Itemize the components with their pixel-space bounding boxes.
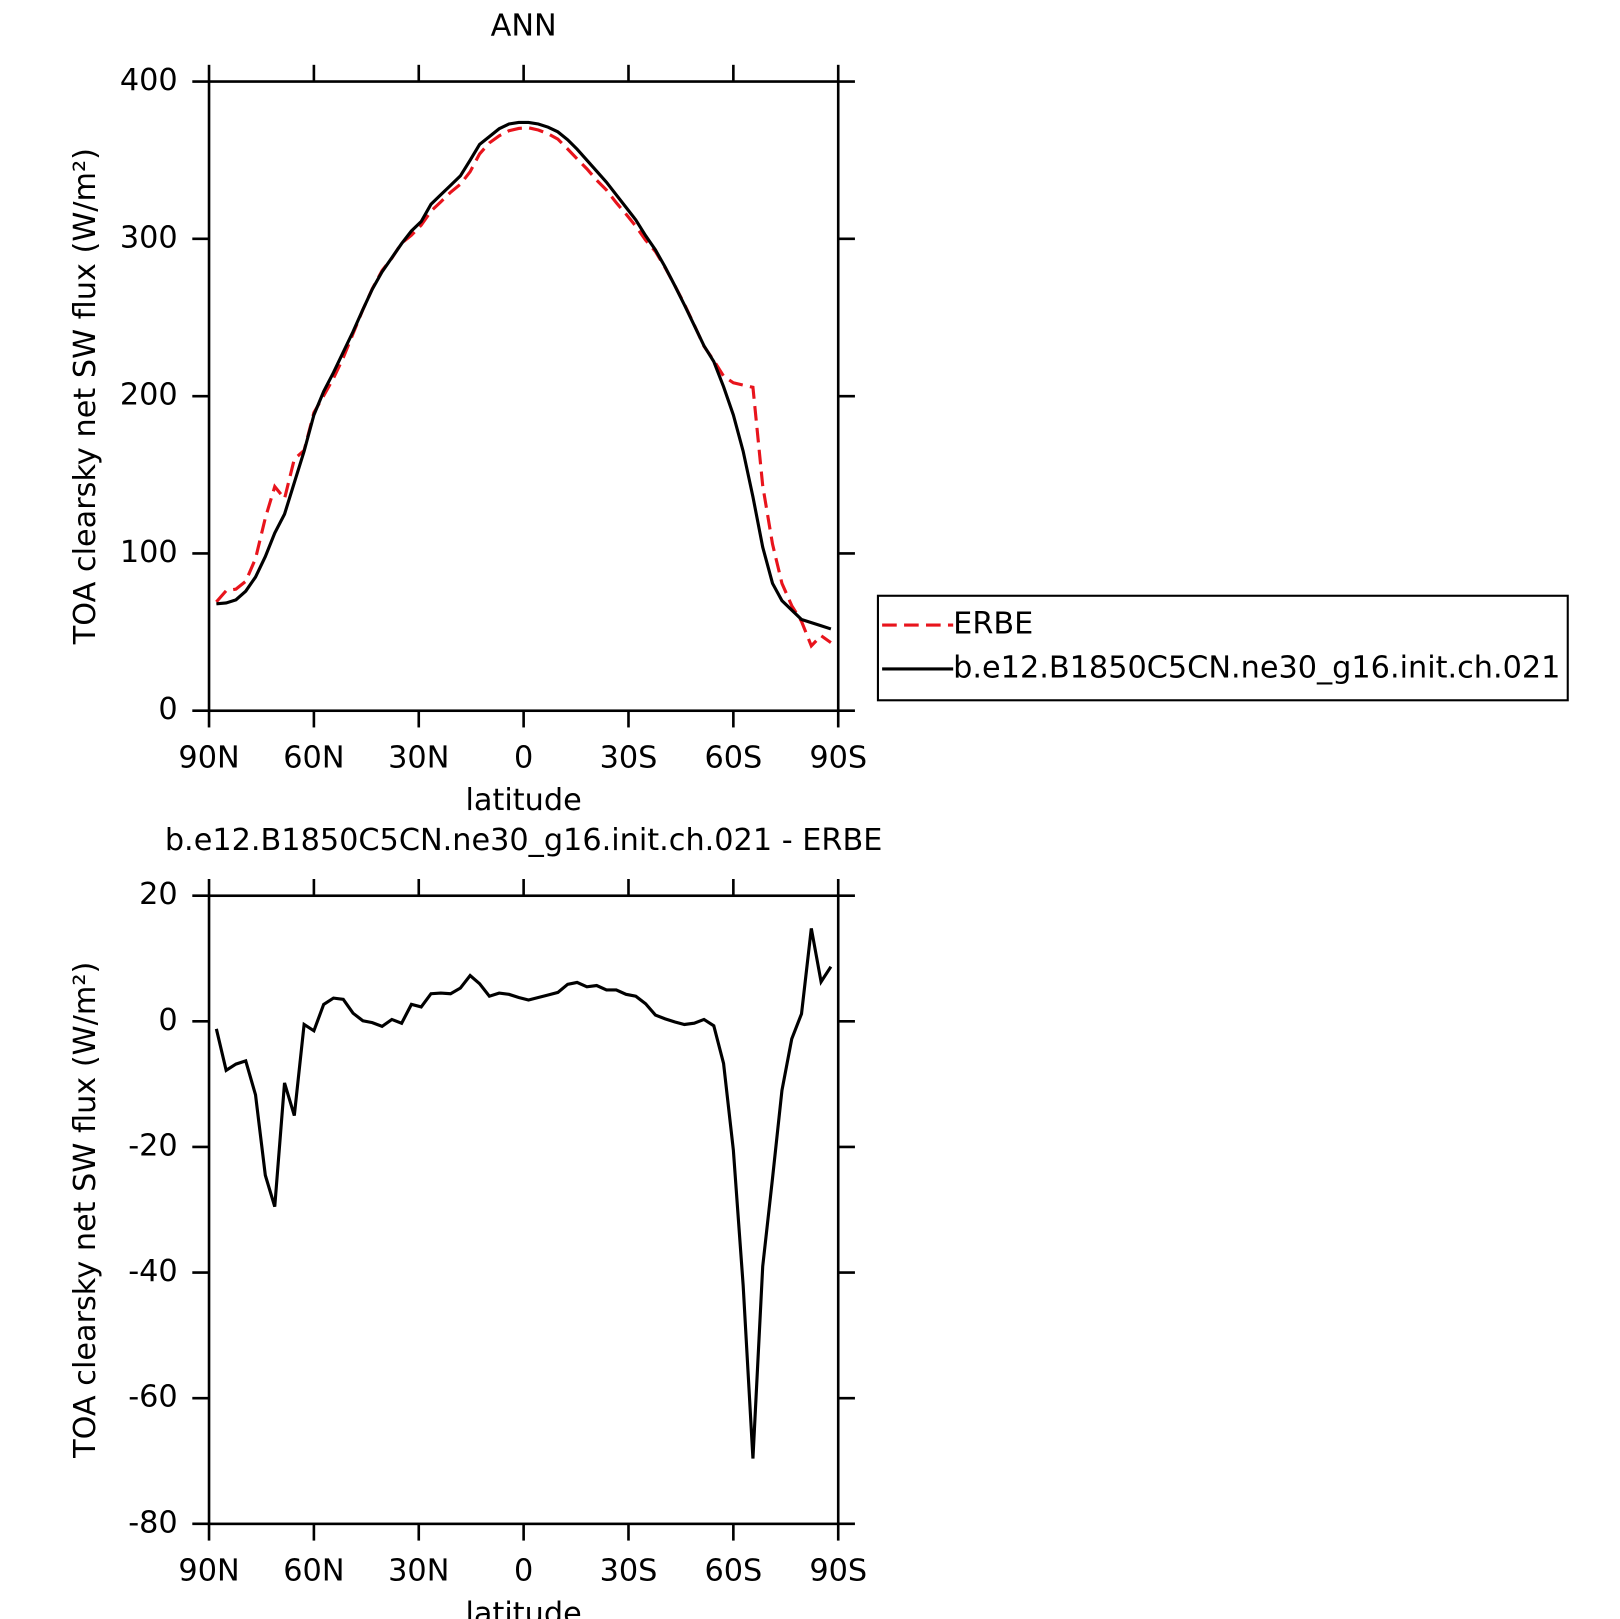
chart-title: b.e12.B1850C5CN.ne30_g16.init.ch.021 - E… bbox=[165, 823, 883, 858]
y-axis-label: TOA clearsky net SW flux (W/m²) bbox=[68, 962, 103, 1459]
y-tick-label: -20 bbox=[128, 1128, 177, 1163]
y-tick-label: -40 bbox=[128, 1254, 177, 1289]
x-tick-label: 60N bbox=[283, 1553, 344, 1588]
x-tick-label: 90S bbox=[809, 740, 867, 775]
x-tick-label: 90S bbox=[809, 1553, 867, 1588]
legend-box bbox=[876, 594, 1569, 702]
x-axis-label: latitude bbox=[466, 783, 582, 818]
plot-frame bbox=[207, 894, 840, 1526]
data-line bbox=[214, 928, 833, 1459]
x-tick-label: 30S bbox=[600, 740, 658, 775]
y-tick-label: 0 bbox=[158, 1003, 177, 1038]
x-tick-label: 60N bbox=[283, 740, 344, 775]
chart-title: ANN bbox=[491, 9, 557, 44]
x-tick-label: 60S bbox=[704, 740, 762, 775]
x-axis-label: latitude bbox=[466, 1596, 582, 1619]
x-tick-label: 0 bbox=[514, 740, 533, 775]
x-tick-label: 30S bbox=[600, 1553, 658, 1588]
data-line bbox=[216, 120, 832, 631]
y-tick-label: 20 bbox=[139, 877, 178, 912]
y-tick-label: 200 bbox=[120, 378, 178, 413]
y-tick-label: -80 bbox=[128, 1505, 177, 1540]
x-tick-label: 30N bbox=[388, 740, 449, 775]
plot-frame bbox=[207, 80, 840, 713]
x-tick-label: 90N bbox=[178, 1553, 239, 1588]
legend-label: ERBE bbox=[953, 607, 1033, 642]
data-line bbox=[215, 126, 832, 649]
y-axis-label: TOA clearsky net SW flux (W/m²) bbox=[68, 148, 103, 645]
x-tick-label: 90N bbox=[178, 740, 239, 775]
x-tick-label: 60S bbox=[704, 1553, 762, 1588]
y-tick-label: -60 bbox=[128, 1380, 177, 1415]
x-tick-label: 0 bbox=[514, 1553, 533, 1588]
y-tick-label: 0 bbox=[158, 692, 177, 727]
y-tick-label: 100 bbox=[120, 535, 178, 570]
y-tick-label: 300 bbox=[120, 220, 178, 255]
x-tick-label: 30N bbox=[388, 1553, 449, 1588]
y-tick-label: 400 bbox=[120, 63, 178, 98]
legend-label: b.e12.B1850C5CN.ne30_g16.init.ch.021 bbox=[953, 650, 1560, 685]
